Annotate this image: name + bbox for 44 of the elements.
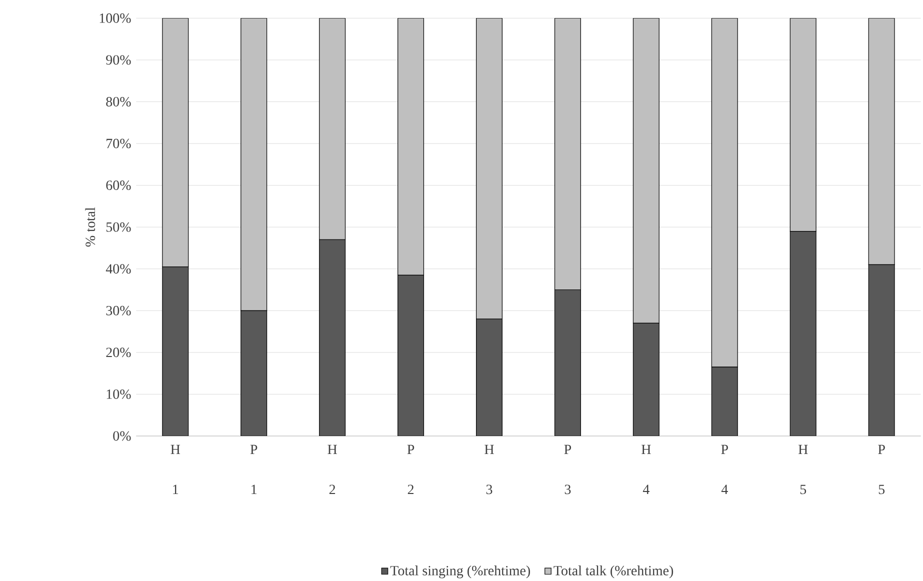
bar: [398, 274, 424, 436]
legend-label: Total singing (%rehtime): [390, 565, 530, 578]
bar: [319, 18, 346, 240]
category-label: H 1: [170, 444, 180, 494]
bar: [868, 18, 895, 265]
bar: [476, 318, 502, 436]
y-axis-title: % total: [85, 207, 96, 246]
y-tick-label: 10%: [106, 389, 131, 399]
bar: [554, 18, 581, 290]
bar: [162, 18, 189, 267]
bar: [554, 289, 581, 436]
bar: [790, 230, 816, 436]
category-label: H 5: [798, 444, 808, 494]
bar: [868, 264, 895, 436]
y-tick-label: 40%: [106, 264, 131, 274]
bar: [632, 18, 660, 324]
y-tick-label: 50%: [106, 222, 131, 232]
bar: [162, 266, 189, 436]
y-tick-label: 60%: [106, 180, 131, 190]
bar: [476, 18, 502, 320]
bar: [711, 18, 738, 368]
category-label: P 1: [250, 444, 258, 494]
bar: [319, 239, 346, 436]
y-tick-label: 90%: [106, 55, 131, 65]
category-label: P 2: [407, 444, 414, 494]
bar: [632, 322, 660, 436]
category-label: H 3: [484, 444, 494, 494]
legend-label: Total talk (%rehtime): [554, 565, 674, 578]
category-label: P 3: [564, 444, 572, 494]
bar: [398, 18, 424, 276]
y-tick-label: 80%: [106, 96, 131, 106]
y-tick-label: 0%: [113, 431, 131, 441]
bar: [790, 18, 816, 232]
category-label: P 4: [721, 444, 728, 494]
bar: [711, 366, 738, 436]
y-tick-label: 30%: [106, 306, 131, 316]
category-label: H 2: [328, 444, 337, 494]
y-tick-label: 20%: [106, 348, 131, 358]
bar: [240, 18, 268, 311]
y-tick-label: 100%: [100, 13, 131, 23]
category-label: H 4: [642, 444, 651, 494]
category-label: P 5: [878, 444, 885, 494]
y-tick-label: 70%: [106, 138, 131, 148]
bar: [240, 310, 268, 436]
